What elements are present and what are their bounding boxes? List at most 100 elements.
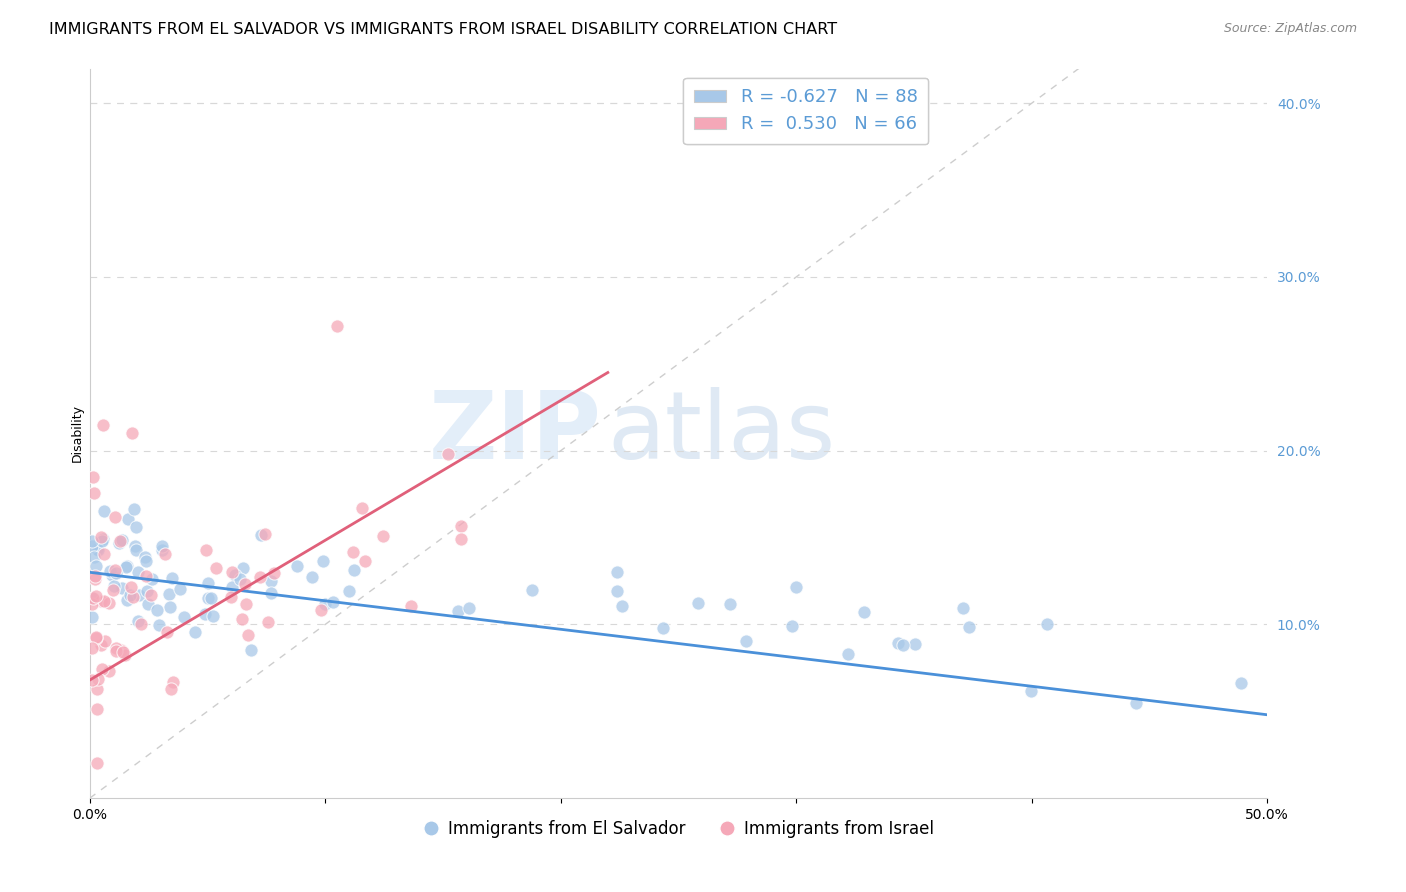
Point (104, 641, 127, 656)
Point (86, 702, 108, 716)
Point (86, 756, 108, 771)
Text: IMMIGRANTS FROM EL SALVADOR VS IMMIGRANTS FROM ISRAEL DISABILITY CORRELATION CHA: IMMIGRANTS FROM EL SALVADOR VS IMMIGRANT… (49, 22, 838, 37)
Point (458, 601, 481, 615)
Point (150, 539, 173, 553)
Point (229, 572, 252, 586)
Point (162, 674, 184, 689)
Point (115, 559, 138, 574)
Point (104, 644, 127, 658)
Point (90, 594, 112, 608)
Point (259, 574, 281, 588)
Point (108, 535, 131, 549)
Point (129, 616, 152, 631)
Point (160, 682, 183, 697)
Point (112, 645, 135, 659)
Point (84, 590, 107, 604)
Point (138, 598, 160, 612)
Point (194, 542, 217, 557)
Point (110, 534, 132, 549)
Point (371, 529, 394, 543)
Point (159, 587, 181, 601)
Point (93, 547, 115, 561)
Point (135, 569, 157, 583)
Point (84, 631, 107, 645)
Point (891, 638, 914, 652)
Point (342, 545, 364, 559)
Point (249, 528, 271, 542)
Point (887, 636, 910, 650)
Point (118, 589, 141, 603)
Point (233, 576, 256, 591)
Point (201, 609, 224, 624)
Point (141, 572, 163, 586)
Point (437, 447, 460, 461)
Point (219, 590, 242, 604)
Point (82, 533, 104, 548)
Point (350, 501, 373, 516)
Point (399, 599, 422, 613)
Text: ZIP: ZIP (429, 387, 602, 479)
Point (197, 576, 219, 591)
Point (84, 569, 107, 583)
Text: Source: ZipAtlas.com: Source: ZipAtlas.com (1223, 22, 1357, 36)
Point (1019, 684, 1042, 698)
Point (82, 641, 104, 656)
Point (86, 542, 108, 557)
Point (127, 614, 149, 628)
Point (84, 630, 107, 644)
Point (83, 486, 105, 500)
Point (104, 509, 127, 524)
Point (322, 594, 344, 608)
Point (159, 599, 181, 614)
Point (232, 561, 254, 575)
Point (343, 563, 366, 577)
Point (110, 643, 132, 657)
Point (326, 318, 349, 333)
Point (606, 584, 628, 599)
Point (135, 554, 157, 568)
Point (606, 566, 628, 580)
Legend: Immigrants from El Salvador, Immigrants from Israel: Immigrants from El Salvador, Immigrants … (416, 814, 941, 845)
Y-axis label: Disability: Disability (72, 404, 84, 462)
Point (82, 470, 104, 484)
Point (117, 511, 139, 525)
Point (111, 533, 134, 547)
Point (780, 619, 803, 633)
Point (103, 579, 125, 593)
Point (134, 549, 156, 564)
Point (101, 582, 124, 597)
Point (301, 570, 323, 584)
Point (651, 621, 673, 635)
Point (105, 566, 128, 581)
Point (104, 563, 127, 577)
Point (952, 600, 974, 615)
Point (128, 589, 150, 603)
Point (224, 567, 246, 582)
Point (904, 637, 927, 651)
Point (111, 581, 134, 595)
Point (221, 565, 243, 579)
Point (91, 417, 114, 432)
Point (91, 533, 114, 548)
Point (734, 634, 756, 648)
Point (162, 570, 184, 584)
Point (148, 617, 170, 632)
Point (1230, 676, 1253, 690)
Point (837, 648, 859, 662)
Point (221, 580, 243, 594)
Point (120, 580, 142, 594)
Point (337, 584, 360, 599)
Point (152, 543, 174, 558)
Point (115, 560, 138, 574)
Point (240, 642, 263, 657)
Point (83, 550, 105, 565)
Point (353, 554, 375, 568)
Point (156, 625, 179, 640)
Point (194, 607, 217, 621)
Point (121, 426, 143, 441)
Point (235, 597, 257, 611)
Point (90, 530, 112, 544)
Point (83, 572, 105, 586)
Point (139, 588, 162, 602)
Point (312, 554, 335, 568)
